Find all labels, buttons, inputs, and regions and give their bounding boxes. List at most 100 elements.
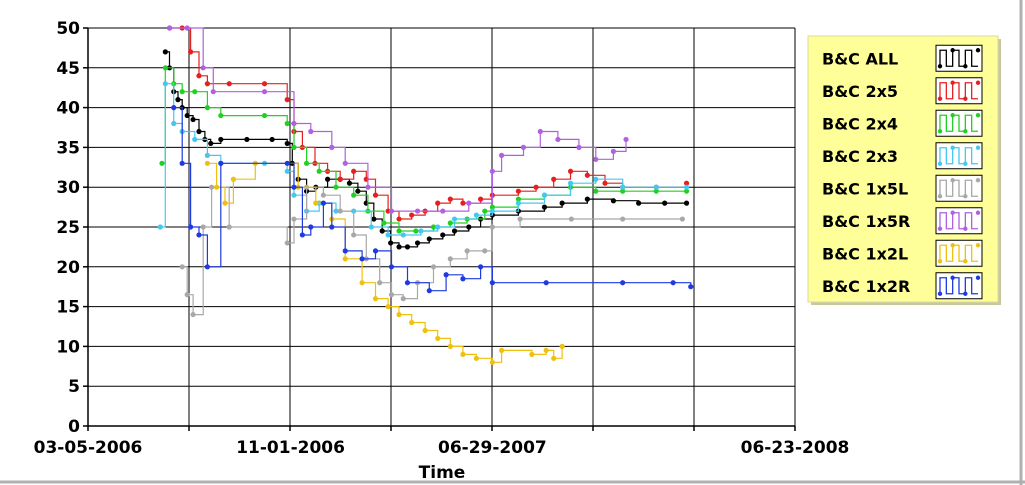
data-point: [214, 184, 220, 190]
x-tick-label: 06-23-2008: [741, 438, 850, 458]
data-point: [208, 184, 215, 190]
legend-swatch-marker: [950, 275, 955, 280]
data-point: [443, 272, 449, 278]
data-point: [620, 184, 626, 190]
legend-swatch-marker: [975, 210, 981, 215]
data-point: [388, 208, 395, 214]
legend-entry-label: B&C ALL: [822, 49, 898, 68]
legend-swatch-marker: [975, 113, 981, 118]
legend-swatch-marker: [937, 64, 943, 69]
data-point: [543, 347, 549, 353]
data-point: [451, 216, 458, 222]
data-point: [320, 200, 326, 206]
data-point: [218, 160, 224, 166]
data-point: [192, 136, 198, 143]
series-6: [204, 160, 565, 365]
data-point: [568, 216, 574, 222]
data-point: [430, 224, 437, 230]
legend-swatch-marker: [975, 48, 981, 53]
data-point: [593, 188, 599, 194]
series-4: [179, 184, 685, 318]
data-point: [593, 176, 599, 182]
legend-swatch-marker: [950, 145, 955, 150]
data-point: [482, 248, 488, 254]
data-point: [482, 208, 488, 214]
data-point: [284, 160, 290, 166]
y-tick-label: 45: [56, 59, 80, 79]
data-point: [222, 200, 228, 206]
data-point: [196, 73, 202, 79]
legend-swatch-marker: [937, 291, 943, 296]
data-point: [284, 240, 290, 246]
data-point: [559, 200, 565, 206]
data-point: [385, 304, 391, 310]
x-axis-title: Time: [419, 463, 466, 483]
data-point: [372, 296, 379, 302]
data-point: [184, 292, 190, 298]
data-point: [166, 25, 173, 31]
data-point: [551, 355, 557, 361]
data-point: [204, 264, 210, 270]
data-point: [515, 200, 522, 206]
series-line: [207, 162, 563, 363]
data-point: [559, 343, 565, 349]
data-point: [261, 81, 268, 87]
y-tick-label: 15: [56, 298, 80, 318]
legend-swatch-marker: [975, 243, 981, 248]
data-point: [537, 128, 543, 135]
legend-swatch-marker: [937, 194, 943, 199]
data-point: [517, 216, 523, 222]
series-2: [159, 65, 690, 234]
legend-swatch-line: [939, 82, 978, 100]
data-point: [337, 208, 343, 214]
data-point: [447, 220, 453, 226]
legend-entry-label: B&C 1x2R: [822, 277, 910, 296]
data-point: [192, 89, 198, 95]
data-point: [620, 280, 626, 286]
data-point: [440, 208, 446, 214]
legend-entry-label: B&C 2x3: [822, 147, 898, 166]
y-tick-label: 0: [68, 417, 80, 437]
data-point: [489, 168, 495, 174]
data-point: [342, 160, 348, 166]
data-point: [426, 236, 432, 242]
y-tick-label: 30: [56, 178, 80, 198]
series-line: [182, 186, 683, 316]
legend-swatch-line: [939, 244, 978, 262]
series-line: [165, 51, 687, 248]
data-point: [190, 311, 196, 318]
data-point: [447, 256, 453, 262]
data-point: [210, 89, 216, 95]
legend-entry-label: B&C 1x5R: [822, 212, 910, 231]
data-point: [291, 192, 297, 198]
data-point: [244, 136, 250, 143]
data-point: [610, 198, 617, 204]
data-point: [379, 228, 385, 234]
data-point: [218, 112, 224, 119]
legend-swatch-marker: [950, 178, 955, 183]
legend-swatch-line: [939, 147, 978, 165]
data-point: [400, 296, 406, 302]
data-point: [291, 184, 297, 190]
legend-swatch-marker: [963, 96, 968, 101]
data-point: [226, 81, 232, 87]
legend-swatch-marker: [950, 210, 955, 215]
data-point: [388, 240, 394, 246]
data-point: [303, 160, 310, 166]
legend-swatch-marker: [963, 226, 968, 231]
data-point: [466, 200, 472, 206]
data-point: [460, 200, 466, 206]
data-point: [291, 216, 297, 222]
data-point: [414, 240, 421, 246]
legend-swatch-line: [939, 114, 978, 132]
data-point: [422, 327, 428, 334]
data-point: [602, 180, 608, 186]
data-point: [451, 228, 458, 234]
data-point: [409, 212, 415, 218]
data-point: [371, 216, 377, 222]
data-point: [179, 160, 185, 166]
data-point: [291, 144, 297, 150]
data-point: [372, 248, 379, 254]
data-point: [533, 184, 539, 190]
data-point: [683, 188, 690, 194]
